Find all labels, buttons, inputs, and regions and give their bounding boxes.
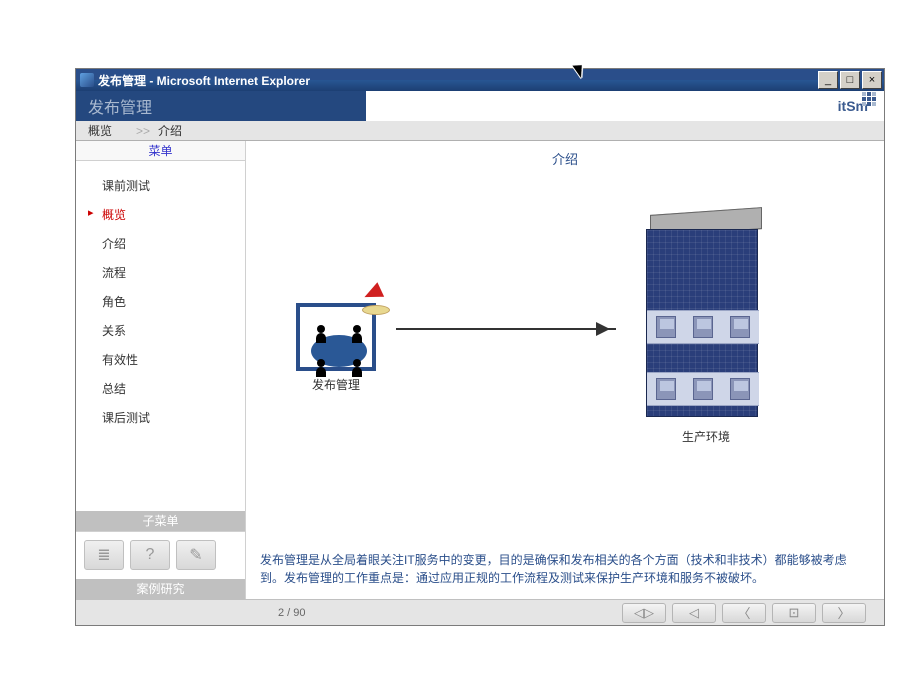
nav-next-button[interactable]: 〉 [822,603,866,623]
server-band [647,372,759,406]
app-header-right: itSm [366,91,884,121]
app-title: 发布管理 [76,94,366,118]
sidebar-item-relations[interactable]: 关系 [76,316,245,345]
server-icon [693,378,713,400]
sidebar: 菜单 课前测试 概览 介绍 流程 角色 关系 有效性 总结 课后测试 子菜单 ≣… [76,141,246,599]
breadcrumb-current: 介绍 [158,122,182,139]
diagram: 发布管理 [246,176,884,599]
server-band [647,310,759,344]
red-arrow-icon [356,287,392,315]
server-icon [656,378,676,400]
menu-header: 菜单 [76,141,245,161]
server-icon [730,378,750,400]
maximize-button[interactable]: □ [840,71,860,89]
server-icon [693,316,713,338]
prod-label: 生产环境 [646,428,766,445]
sidebar-item-process[interactable]: 流程 [76,258,245,287]
case-study-bar[interactable]: 案例研究 [76,579,245,599]
bottom-bar: 2 / 90 ◁▷ ◁ 〈 ⊡ 〉 [76,599,884,625]
sidebar-item-overview[interactable]: 概览 [76,200,245,229]
page-counter: 2 / 90 [246,607,366,619]
breadcrumb-root[interactable]: 概览 [88,122,112,139]
sidebar-item-posttest[interactable]: 课后测试 [76,403,245,432]
app-header: 发布管理 itSm [76,91,884,121]
titlebar: 发布管理 - Microsoft Internet Explorer _ □ × [76,69,884,91]
logo-dots-icon [862,92,876,106]
person-icon [352,359,362,377]
minimize-button[interactable]: _ [818,71,838,89]
person-icon [352,325,362,343]
edit-icon[interactable]: ✎ [176,540,216,570]
person-icon [316,325,326,343]
sidebar-item-pretest[interactable]: 课前测试 [76,171,245,200]
content-area: 介绍 发布管理 [246,141,884,599]
release-mgmt-icon [296,291,386,371]
sidebar-item-roles[interactable]: 角色 [76,287,245,316]
close-button[interactable]: × [862,71,882,89]
main-area: 菜单 课前测试 概览 介绍 流程 角色 关系 有效性 总结 课后测试 子菜单 ≣… [76,141,884,599]
window-app-icon [80,73,94,87]
person-icon [316,359,326,377]
help-icon[interactable]: ? [130,540,170,570]
building-icon [646,211,766,421]
content-title: 介绍 [246,141,884,176]
release-label: 发布管理 [296,376,376,393]
server-icon [656,316,676,338]
menu-items: 课前测试 概览 介绍 流程 角色 关系 有效性 总结 课后测试 [76,161,245,511]
notes-icon[interactable]: ≣ [84,540,124,570]
window-buttons: _ □ × [818,71,882,89]
sidebar-item-effectiveness[interactable]: 有效性 [76,345,245,374]
description-text: 发布管理是从全局着眼关注IT服务中的变更，目的是确保和发布相关的各个方面（技术和… [260,551,854,587]
window-title: 发布管理 - Microsoft Internet Explorer [98,72,818,89]
nav-save-button[interactable]: ⊡ [772,603,816,623]
nav-first-button[interactable]: ◁ [672,603,716,623]
sidebar-item-summary[interactable]: 总结 [76,374,245,403]
server-icon [730,316,750,338]
ie-window: 发布管理 - Microsoft Internet Explorer _ □ ×… [75,68,885,626]
nav-play-button[interactable]: ◁▷ [622,603,666,623]
nav-buttons: ◁▷ ◁ 〈 ⊡ 〉 [622,603,884,623]
logo: itSm [838,98,868,114]
building-body [646,229,758,417]
breadcrumb: 概览 >> 介绍 [76,121,884,141]
sidebar-item-intro[interactable]: 介绍 [76,229,245,258]
breadcrumb-sep: >> [136,124,150,138]
flow-arrow-icon [396,328,616,330]
sidebar-toolbar: ≣ ? ✎ [76,531,245,579]
submenu-header: 子菜单 [76,511,245,531]
nav-prev-button[interactable]: 〈 [722,603,766,623]
